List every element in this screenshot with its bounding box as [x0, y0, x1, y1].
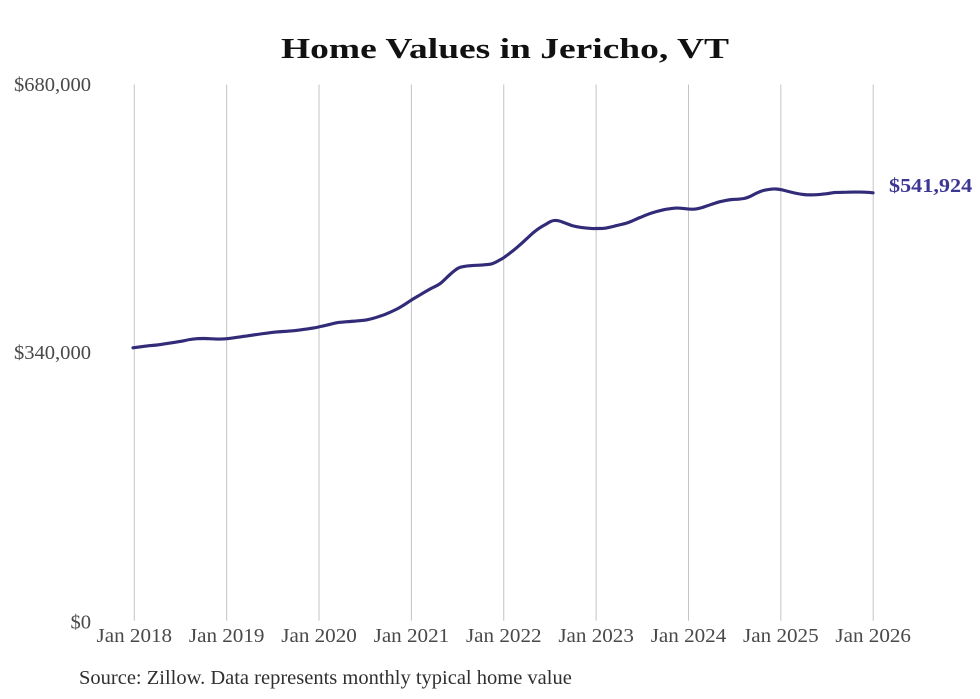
svg-text:$340,000: $340,000 [14, 342, 91, 364]
svg-text:Jan 2019: Jan 2019 [189, 625, 265, 646]
svg-text:Jan 2018: Jan 2018 [97, 625, 173, 646]
svg-text:$0: $0 [70, 612, 91, 634]
svg-text:Jan 2020: Jan 2020 [281, 625, 357, 646]
svg-text:Jan 2021: Jan 2021 [374, 625, 450, 646]
svg-text:Home Values in Jericho, VT: Home Values in Jericho, VT [281, 33, 729, 65]
svg-text:Jan 2023: Jan 2023 [558, 625, 634, 646]
svg-text:Jan 2025: Jan 2025 [743, 625, 819, 646]
svg-text:Jan 2022: Jan 2022 [466, 625, 542, 646]
svg-text:Source: Zillow. Data represent: Source: Zillow. Data represents monthly … [79, 667, 572, 689]
svg-text:Jan 2024: Jan 2024 [651, 625, 727, 646]
svg-text:$680,000: $680,000 [14, 74, 91, 96]
svg-text:Jan 2026: Jan 2026 [835, 625, 911, 646]
svg-text:$541,924: $541,924 [889, 174, 973, 197]
